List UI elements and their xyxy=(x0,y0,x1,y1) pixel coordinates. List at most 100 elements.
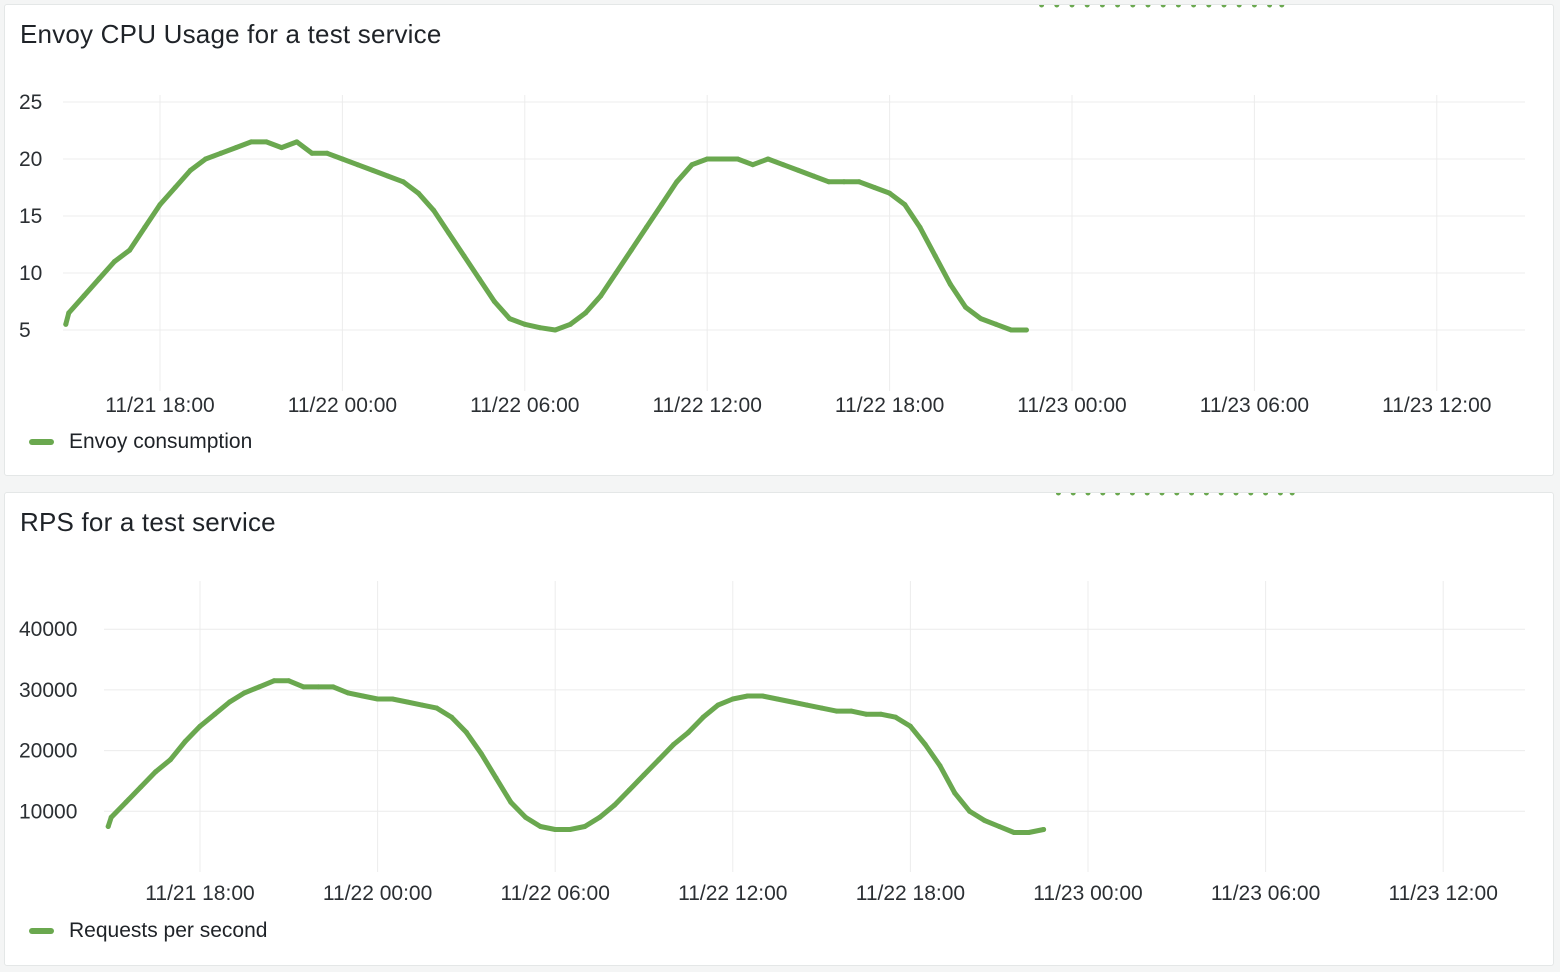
cpu-data-point xyxy=(1099,5,1105,8)
cpu-data-point xyxy=(613,270,619,276)
rps-data-point xyxy=(197,723,203,729)
rps-data-point xyxy=(375,696,381,702)
rps-x-tick-label: 11/23 12:00 xyxy=(1389,882,1498,905)
cpu-data-point xyxy=(218,150,224,156)
cpu-data-point xyxy=(355,162,361,168)
cpu-data-point xyxy=(1039,5,1045,8)
rps-series-line xyxy=(105,678,1047,835)
cpu-data-point xyxy=(1054,5,1060,8)
rps-data-point xyxy=(1070,493,1076,496)
cpu-data-point xyxy=(704,156,710,162)
cpu-data-point xyxy=(172,185,178,190)
rps-data-point xyxy=(345,690,351,696)
rps-data-point xyxy=(1248,493,1254,496)
cpu-data-point xyxy=(963,304,969,310)
rps-data-point xyxy=(212,711,218,717)
rps-data-point xyxy=(552,827,558,832)
rps-legend-swatch xyxy=(29,928,54,934)
rps-data-point xyxy=(1011,830,1017,835)
rps-data-point xyxy=(789,699,795,705)
rps-x-tick-label: 11/23 06:00 xyxy=(1211,882,1320,905)
cpu-data-point xyxy=(1191,5,1197,8)
cpu-data-point xyxy=(1145,5,1151,8)
rps-data-point xyxy=(671,742,677,747)
rps-legend[interactable]: Requests per second xyxy=(29,919,267,943)
rps-data-point xyxy=(404,699,410,705)
cpu-data-point xyxy=(1221,5,1227,8)
rps-data-point xyxy=(863,711,869,717)
rps-data-point xyxy=(1218,493,1224,496)
cpu-data-point xyxy=(1023,327,1029,333)
cpu-data-point xyxy=(187,167,193,173)
rps-data-point xyxy=(463,729,469,735)
rps-data-point xyxy=(745,693,751,699)
rps-data-point xyxy=(330,684,336,690)
cpu-data-point xyxy=(461,253,467,259)
rps-data-point xyxy=(848,708,854,714)
cpu-data-point xyxy=(628,247,634,253)
cpu-data-point xyxy=(233,145,239,151)
rps-data-point xyxy=(1277,493,1283,496)
rps-data-point xyxy=(1203,493,1209,496)
cpu-usage-chart: 11/21 18:00 11/22 00:00 11/22 06:00 11/22 1… xyxy=(19,5,1525,417)
rps-data-point xyxy=(419,702,425,708)
cpu-data-point xyxy=(1175,5,1181,8)
cpu-data-point xyxy=(993,321,999,327)
cpu-data-point xyxy=(1069,5,1075,8)
cpu-data-point xyxy=(887,190,893,196)
rps-data-point xyxy=(1100,493,1106,496)
rps-data-point xyxy=(493,775,499,781)
rps-data-point xyxy=(1189,493,1195,496)
cpu-data-point xyxy=(339,156,345,162)
rps-data-point xyxy=(641,772,647,778)
cpu-data-point xyxy=(735,156,741,162)
cpu-data-point xyxy=(385,173,391,179)
rps-data-point xyxy=(567,827,573,832)
rps-data-point xyxy=(893,714,899,720)
rps-data-point xyxy=(1055,493,1061,496)
rps-data-point xyxy=(478,751,484,757)
cpu-x-tick-label: 11/22 12:00 xyxy=(653,394,762,417)
cpu-data-point xyxy=(567,321,573,327)
cpu-data-point xyxy=(780,162,786,168)
cpu-data-point xyxy=(157,202,163,208)
cpu-y-tick-label: 15 xyxy=(19,205,42,228)
cpu-data-point xyxy=(400,179,406,185)
rps-data-point xyxy=(1174,493,1180,496)
cpu-y-tick-label: 10 xyxy=(19,262,42,285)
cpu-data-point xyxy=(1160,5,1166,8)
cpu-data-point xyxy=(1008,327,1014,333)
cpu-data-point xyxy=(1115,5,1121,8)
cpu-y-tick-label: 20 xyxy=(19,148,42,171)
rps-y-tick-label: 20000 xyxy=(19,740,77,763)
cpu-legend[interactable]: Envoy consumption xyxy=(29,430,252,454)
cpu-data-point xyxy=(689,162,695,168)
cpu-data-point xyxy=(841,179,847,185)
rps-data-point xyxy=(271,678,277,684)
cpu-data-point xyxy=(659,202,665,208)
cpu-panel-title: Envoy CPU Usage for a test service xyxy=(20,19,442,49)
rps-data-point xyxy=(996,824,1002,829)
cpu-data-point xyxy=(279,145,285,151)
cpu-data-point xyxy=(1084,5,1090,8)
cpu-data-point xyxy=(947,281,953,287)
rps-data-point xyxy=(715,702,721,708)
rps-y-tick-label: 30000 xyxy=(19,679,77,702)
cpu-x-tick-label: 11/22 18:00 xyxy=(835,394,944,417)
rps-data-point xyxy=(1263,493,1269,496)
rps-data-point xyxy=(434,705,440,711)
rps-x-tick-label: 11/22 18:00 xyxy=(856,882,965,905)
cpu-y-tick-label: 5 xyxy=(19,319,31,342)
rps-x-tick-label: 11/21 18:00 xyxy=(145,882,254,905)
rps-data-point xyxy=(167,757,173,763)
rps-data-point xyxy=(153,769,159,775)
cpu-data-point xyxy=(826,179,832,185)
rps-data-point xyxy=(360,693,366,699)
cpu-data-point xyxy=(1206,5,1212,8)
rps-data-point xyxy=(123,799,129,805)
cpu-data-point xyxy=(431,207,437,213)
rps-data-point xyxy=(700,714,706,720)
rps-data-point xyxy=(182,739,188,744)
cpu-data-point xyxy=(111,259,117,265)
rps-data-point xyxy=(804,702,810,708)
